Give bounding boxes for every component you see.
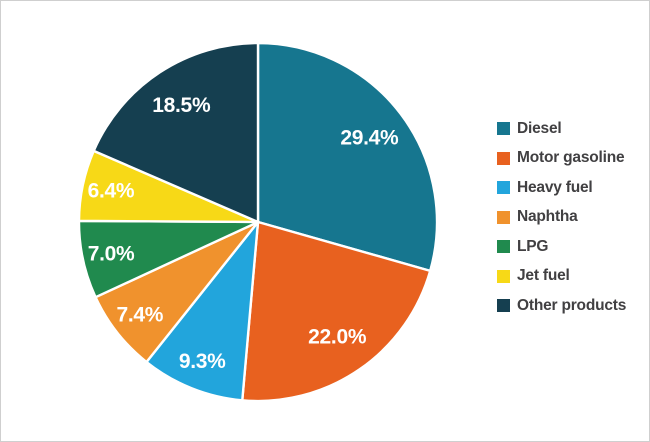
legend-swatch-heavy-fuel <box>497 181 510 194</box>
legend-item-naphtha: Naphtha <box>497 207 626 228</box>
legend-label-jet-fuel: Jet fuel <box>517 267 570 284</box>
legend-item-jet-fuel: Jet fuel <box>497 266 626 287</box>
pie-slice-heavy-fuel <box>145 220 260 402</box>
slice-label-naphtha: 7.4% <box>116 303 163 326</box>
legend-item-lpg: LPG <box>497 236 626 257</box>
legend-item-heavy-fuel: Heavy fuel <box>497 177 626 198</box>
legend-swatch-diesel <box>497 122 510 135</box>
slice-label-motor-gasoline: 22.0% <box>308 326 367 349</box>
legend-swatch-naphtha <box>497 210 510 224</box>
legend-item-other-products: Other products <box>497 295 626 316</box>
legend-label-heavy-fuel: Heavy fuel <box>517 178 593 196</box>
pie-slice-motor-gasoline <box>241 220 432 403</box>
pie-slice-diesel <box>256 41 439 273</box>
legend-swatch-jet-fuel <box>497 269 510 283</box>
slice-label-diesel: 29.4% <box>340 126 399 149</box>
slice-label-jet-fuel: 6.4% <box>88 180 135 203</box>
pie-slice-other-products <box>92 41 260 224</box>
slice-label-lpg: 7.0% <box>88 242 135 265</box>
legend-swatch-motor-gasoline <box>497 151 510 165</box>
legend-label-lpg: LPG <box>517 237 549 255</box>
legend-item-motor-gasoline: Motor gasoline <box>497 148 626 169</box>
legend-label-naphtha: Naphtha <box>517 208 578 225</box>
legend-swatch-lpg <box>497 240 510 253</box>
legend-label-other-products: Other products <box>517 296 627 314</box>
slice-label-heavy-fuel: 9.3% <box>179 350 226 373</box>
slice-label-other-products: 18.5% <box>152 94 211 117</box>
legend-label-motor-gasoline: Motor gasoline <box>517 149 625 166</box>
legend-swatch-other-products <box>497 299 510 312</box>
legend: Diesel Motor gasoline Heavy fuel Naphtha LPG… <box>497 118 626 316</box>
legend-item-diesel: Diesel <box>497 118 626 139</box>
legend-label-diesel: Diesel <box>517 119 562 137</box>
